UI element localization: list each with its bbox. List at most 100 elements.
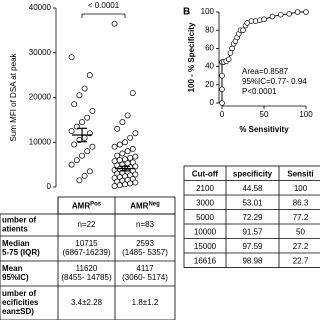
data-point <box>71 141 78 148</box>
data-point <box>124 112 131 119</box>
column-header: AMRPos <box>72 201 102 211</box>
data-point <box>114 125 121 132</box>
cell: 5000 <box>196 213 214 222</box>
cell: 100 <box>294 184 308 193</box>
data-point <box>79 119 85 126</box>
cell: 4117 <box>136 264 154 273</box>
data-point <box>76 177 83 184</box>
header-base: AMR <box>130 202 148 211</box>
data-point <box>68 128 75 135</box>
annotation: P<0.0001 <box>242 87 277 96</box>
y-tick-label: 10000 <box>29 137 52 146</box>
data-point <box>122 139 128 146</box>
row-label: 5-75 (IQR) <box>2 248 40 257</box>
data-point <box>73 157 80 164</box>
cell: (1485- 5357) <box>122 248 168 257</box>
data-point <box>132 130 139 137</box>
header-base: AMR <box>72 202 90 211</box>
cell: 15000 <box>194 242 217 251</box>
data-point <box>84 148 91 155</box>
roc-point <box>229 45 235 52</box>
roc-point <box>294 9 301 15</box>
data-point <box>129 90 136 96</box>
cell: 16616 <box>194 256 217 265</box>
data-point <box>119 119 126 126</box>
annotation: 95%IC=0.77- 0.94 <box>242 77 307 86</box>
y-tick-label: 40 <box>205 62 214 71</box>
cell: 77.2 <box>293 213 309 222</box>
roc-point <box>219 86 225 93</box>
x-tick-label: 0 <box>220 110 225 119</box>
column-header: Cut-off <box>192 169 219 178</box>
cell: 98.98 <box>242 256 263 265</box>
annotation: < 0.0001 <box>88 1 120 10</box>
data-point <box>127 180 134 187</box>
data-point <box>81 85 88 92</box>
data-point <box>124 148 131 155</box>
data-point <box>86 72 93 79</box>
y-tick-label: 60 <box>205 44 214 53</box>
data-point <box>68 161 75 168</box>
roc-point <box>303 9 309 15</box>
header-sup: Pos <box>90 201 102 207</box>
data-point <box>111 20 118 27</box>
cell: 53.01 <box>242 198 263 207</box>
data-point <box>76 92 83 99</box>
cell: 11620 <box>76 264 98 273</box>
row-label: Mean <box>2 264 23 273</box>
y-axis-label: 100 - % Specificity <box>187 22 196 92</box>
y-tick-label: 40000 <box>29 3 52 12</box>
data-point <box>111 143 118 150</box>
data-point <box>111 158 118 164</box>
data-point <box>86 168 93 175</box>
column-header: specificity <box>233 169 273 178</box>
row-label: atients <box>2 225 28 234</box>
cell: 50 <box>296 227 305 236</box>
roc-point <box>219 72 225 79</box>
annotation: Area=0.8587 <box>242 67 289 76</box>
header-sup: Neg <box>148 201 160 207</box>
data-point <box>132 179 139 186</box>
roc-point <box>286 11 292 17</box>
cell: 3.4±2.28 <box>71 298 103 307</box>
cell: n=22 <box>77 220 96 229</box>
cell: 22.7 <box>293 256 309 265</box>
roc-point <box>240 27 246 33</box>
row-label: ean±SD) <box>2 307 34 316</box>
cell: 97.59 <box>242 242 263 251</box>
data-point <box>68 54 75 61</box>
x-tick-label: 50 <box>260 110 269 119</box>
data-point <box>71 101 78 108</box>
cell: 27.2 <box>293 242 309 251</box>
roc-point <box>269 13 276 20</box>
cell: 2100 <box>196 184 214 193</box>
data-point <box>84 114 91 121</box>
cell: (3060- 5174) <box>122 273 168 282</box>
data-point <box>79 152 85 159</box>
roc-point <box>261 16 267 23</box>
y-tick-label: 80 <box>205 25 214 34</box>
roc-point <box>227 50 234 56</box>
roc-point <box>278 11 284 18</box>
column-header: Sensiti <box>287 169 313 178</box>
x-tick-label: 100 <box>299 110 313 119</box>
data-point <box>129 146 136 152</box>
data-point <box>89 107 96 114</box>
data-point <box>111 183 118 190</box>
y-tick-label: 30000 <box>29 48 52 57</box>
y-tick-label: 0 <box>47 182 52 191</box>
row-label: 95%IC) <box>2 273 29 282</box>
data-point <box>119 150 126 157</box>
cell: 91.57 <box>242 227 263 236</box>
y-tick-label: 100 <box>201 7 215 16</box>
roc-point <box>219 100 225 106</box>
cell: 1.8±1.2 <box>132 298 159 307</box>
cell: 72.29 <box>242 213 263 222</box>
data-point <box>89 143 96 150</box>
panel-label: B <box>183 7 190 18</box>
table-frame <box>183 165 320 268</box>
data-point <box>116 182 123 189</box>
data-point <box>132 153 139 160</box>
cell: 86.3 <box>293 198 309 207</box>
